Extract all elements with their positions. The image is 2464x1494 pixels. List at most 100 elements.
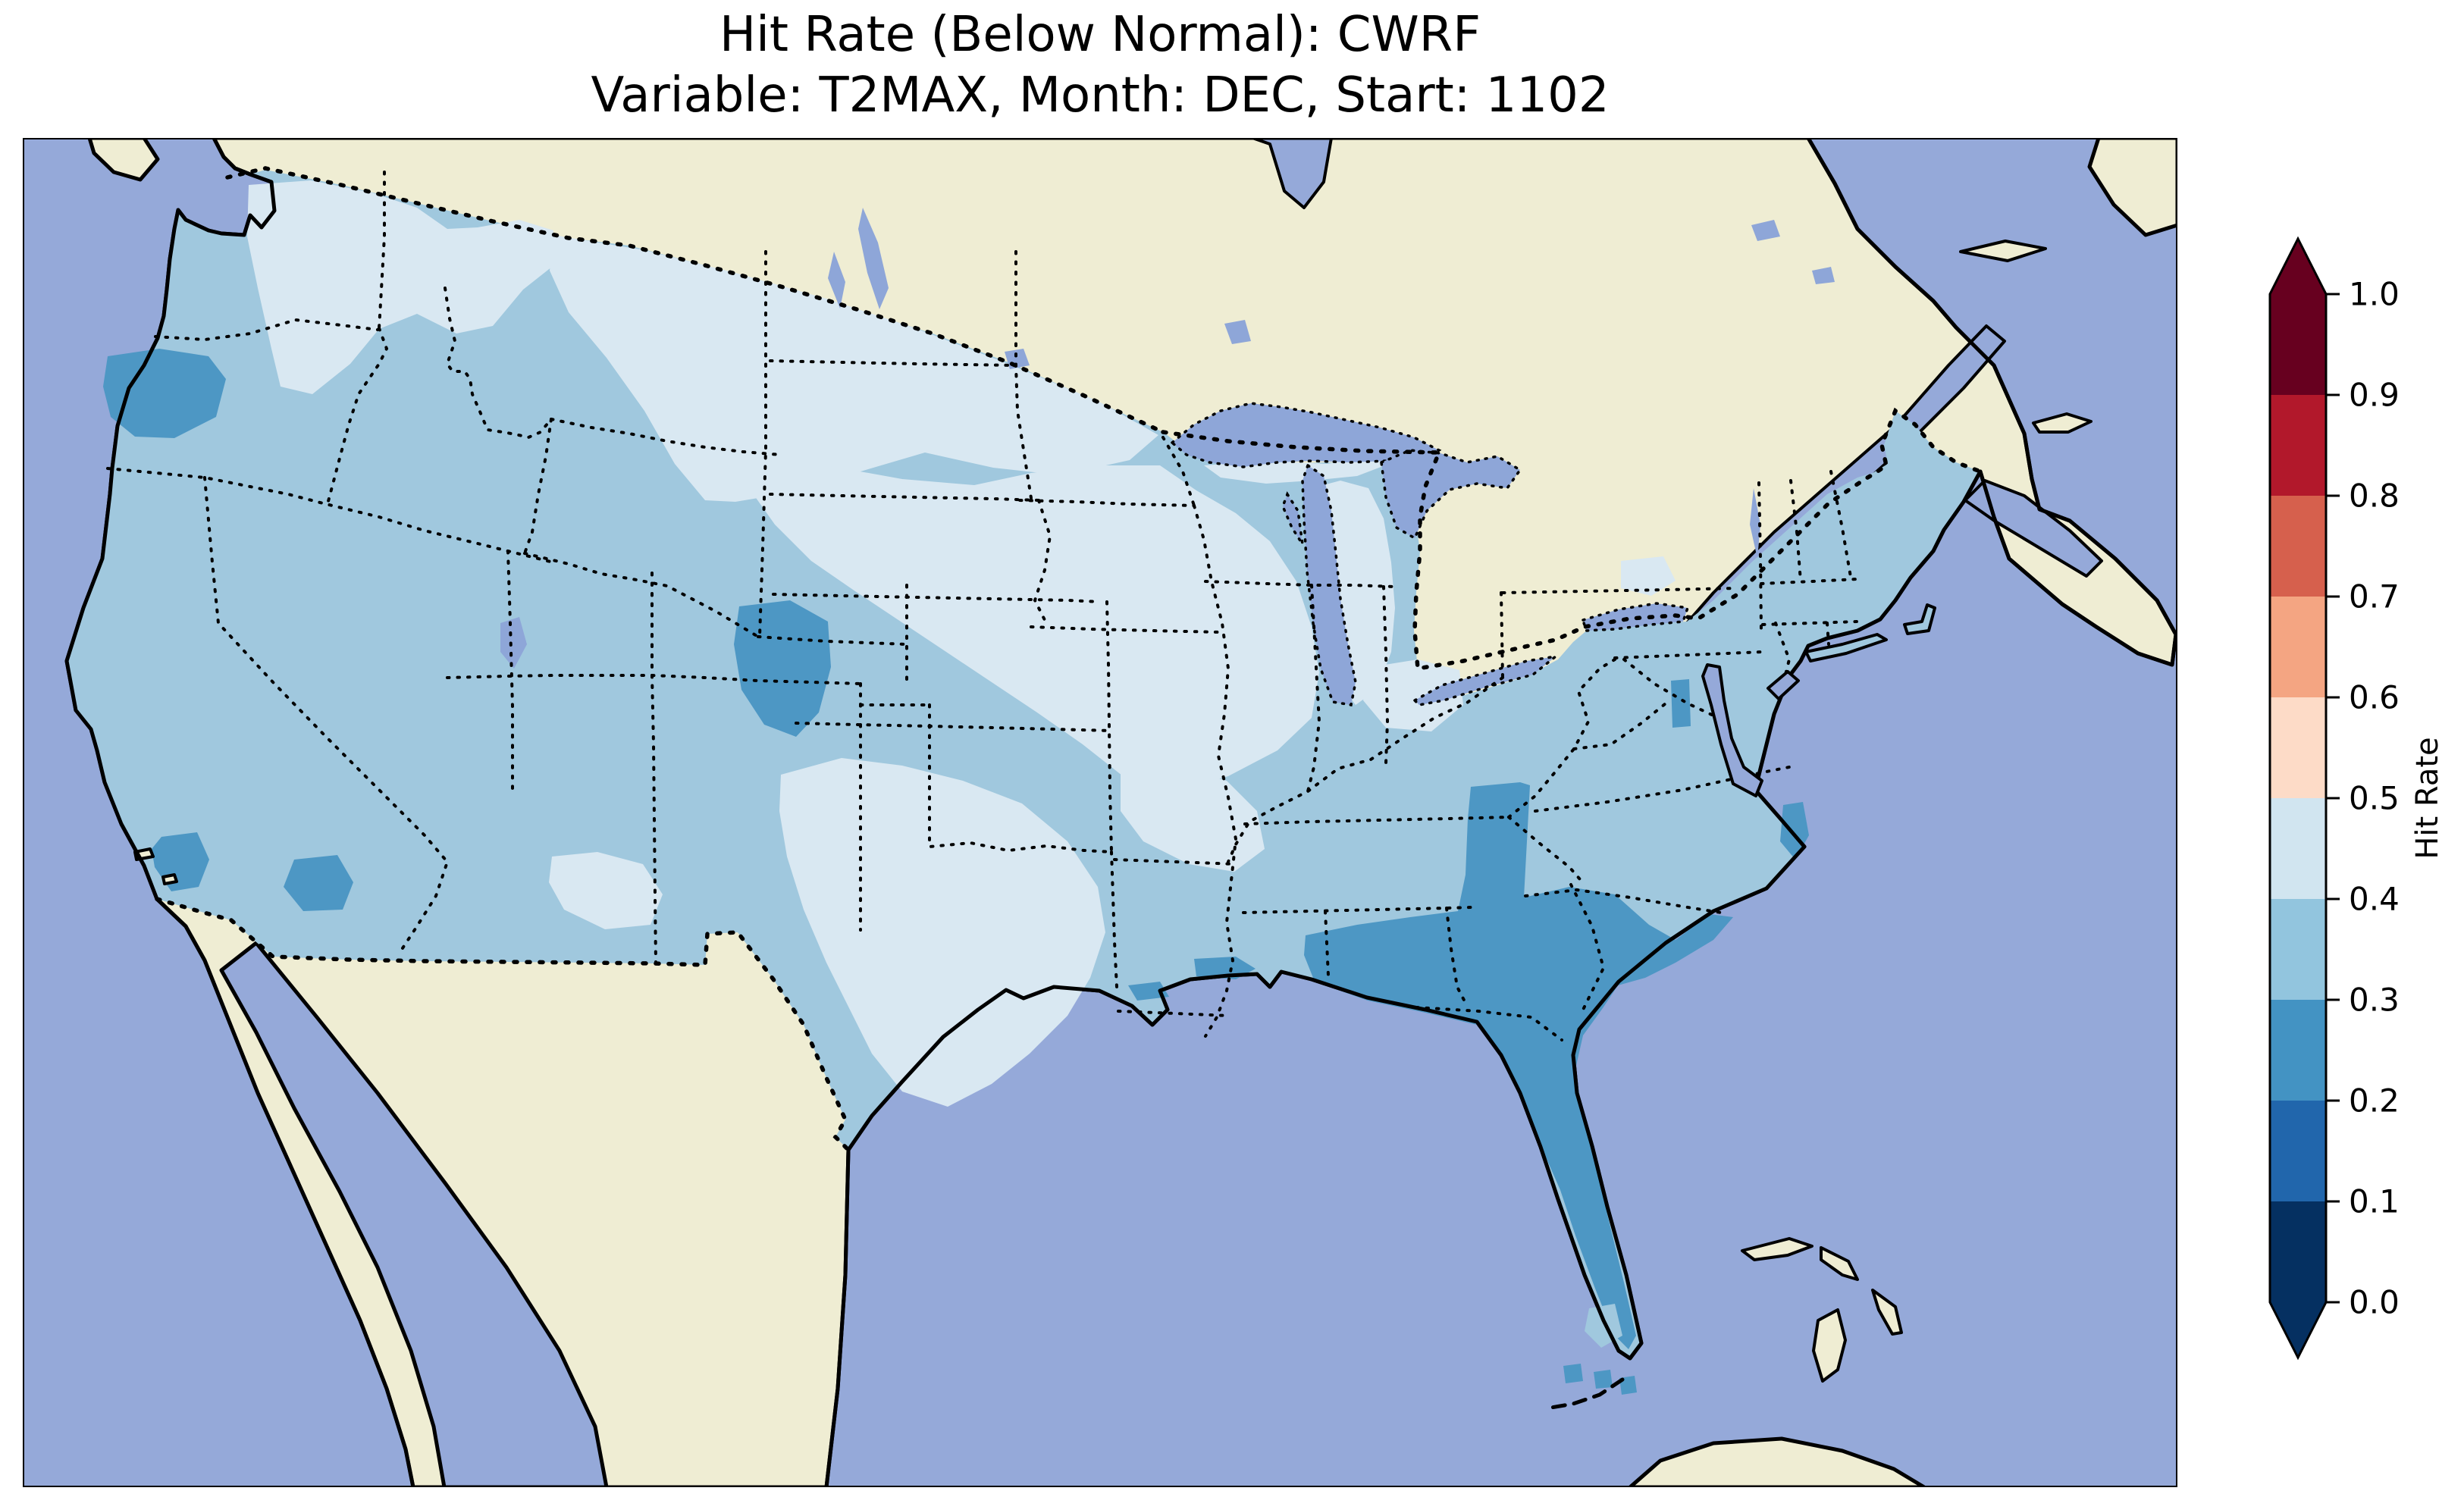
colorbar-tick-label-0.6: 0.6 [2349, 679, 2400, 716]
border-ga-sc [1569, 883, 1606, 1011]
border-mn-ia [1018, 499, 1196, 507]
quebec-lake-2 [1812, 267, 1835, 284]
colorbar-bin-0.8-0.9 [2270, 395, 2326, 496]
border-wv-va [1572, 699, 1671, 750]
colorbar-panel: 1.0 0.9 0.8 0.7 0.6 0.5 0.4 0.3 0.2 0.1 0.0 Hit Rat… [2237, 189, 2464, 1433]
dark-cell-virginia [1671, 679, 1691, 728]
lake-manitoba [828, 252, 845, 309]
vancouver-island [87, 138, 160, 182]
border-nd-sd [769, 359, 1017, 367]
green-bay [1281, 491, 1304, 545]
colorbar-bin-0.4-0.5 [2270, 798, 2326, 899]
border-ks-mo [1105, 600, 1113, 853]
newfoundland-corner [2087, 138, 2177, 237]
border-ca-nv-az [203, 476, 450, 957]
colorbar-bin-0.9-1.0 [2270, 294, 2326, 395]
dark-region-southeast [1304, 782, 1733, 1349]
border-us-canada-west [225, 166, 1165, 434]
title-line-1: Hit Rate (Below Normal): CWRF [719, 7, 1481, 63]
colorbar-tick-label-0.7: 0.7 [2349, 578, 2400, 615]
border-mo-ar [1113, 858, 1237, 866]
border-co-north-ext [757, 635, 908, 646]
pale-region-northern-plains [550, 235, 1158, 502]
border-wi-il-mi [1204, 580, 1397, 588]
prince-edward-island [2032, 412, 2093, 434]
border-mn-wi [1161, 436, 1196, 507]
chesapeake-bay [1701, 663, 1763, 797]
long-island [1804, 633, 1888, 662]
title-line-2: Variable: T2MAX, Month: DEC, Start: 1102 [591, 67, 1610, 124]
colorbar-tick-label-0.2: 0.2 [2349, 1082, 2400, 1120]
colorbar-tick-label-0.0: 0.0 [2349, 1284, 2400, 1321]
pale-region-texas-oklahoma [779, 758, 1105, 1107]
lake-huron [1380, 449, 1522, 540]
bahamas-andros [1812, 1308, 1847, 1383]
border-az-nm [650, 674, 657, 965]
border-us-canada-lakes [1161, 407, 1983, 672]
colorbar-arrow-over [2270, 239, 2326, 294]
border-nc-sc [1524, 888, 1723, 914]
anticosti-island [1959, 240, 2047, 262]
pale-region-upper-midwest [749, 460, 1319, 791]
colorbar-tick-label-0.9: 0.9 [2349, 377, 2400, 414]
border-ky-tn [1243, 816, 1510, 825]
border-ny-new-england [1757, 481, 1763, 632]
colorbar-tick-label-1.0: 1.0 [2349, 276, 2400, 313]
border-in-oh [1382, 585, 1390, 765]
coastline-overlay [64, 138, 2177, 1487]
dark-cell-south-florida-2 [1594, 1370, 1613, 1389]
colorbar-bin-0.5-0.6 [2270, 697, 2326, 798]
dark-region-sw-oregon [103, 349, 226, 438]
channel-island-2 [161, 873, 178, 885]
pale-region-sw-new-mexico [549, 852, 663, 929]
border-nh-me [1829, 470, 1853, 583]
colorbar-tick-label-0.4: 0.4 [2349, 881, 2400, 918]
border-ks-ok [795, 722, 1113, 732]
colorbar-canvas: 1.0 0.9 0.8 0.7 0.6 0.5 0.4 0.3 0.2 0.1 0.0 Hit Rat… [2268, 236, 2445, 1361]
lake-winnipeg [858, 208, 889, 309]
bahamas-eleuthera [1871, 1289, 1903, 1336]
border-ia-mo [1030, 625, 1222, 634]
border-ne-ia-missouri-river [1033, 499, 1052, 625]
bahamas-grand-bahama [1741, 1237, 1814, 1261]
colorbar-bin-0.2-0.3 [2270, 1000, 2326, 1101]
lake-nipigon [1224, 320, 1251, 344]
border-wa-or [154, 318, 379, 342]
colorbar-tick-label-0.3: 0.3 [2349, 982, 2400, 1019]
border-al-ga [1445, 907, 1469, 1007]
pale-region-pacific-northwest [247, 180, 553, 394]
us-data-base [67, 170, 1980, 1358]
border-oh-pa [1500, 591, 1504, 679]
border-wa-id [378, 171, 386, 330]
delaware-bay [1766, 670, 1800, 700]
border-id-wy [523, 418, 553, 555]
border-42n [106, 467, 555, 564]
border-va-nc [1534, 766, 1791, 813]
dark-cell-south-florida-1 [1563, 1364, 1583, 1383]
border-sd-ne [769, 493, 1040, 502]
colorbar-bin-0.0-0.1 [2270, 1201, 2326, 1302]
colorbar-axis-label: Hit Rate [2410, 737, 2445, 859]
border-potomac [1622, 658, 1715, 717]
pale-region-pennsylvania [1621, 556, 1676, 596]
colorbar-bin-0.1-0.2 [2270, 1101, 2326, 1201]
border-mt-wy [550, 418, 782, 456]
bahamas-abaco [1820, 1246, 1859, 1281]
border-41n [523, 552, 760, 638]
dark-region-colorado-nebraska [734, 600, 831, 737]
border-wy-east [758, 250, 767, 638]
cuba [1628, 1436, 1926, 1487]
lake-champlain [1750, 488, 1760, 559]
colorbar-tick-label-0.8: 0.8 [2349, 478, 2400, 515]
colorbar-bin-0.6-0.7 [2270, 597, 2326, 697]
colorbar-bin-0.3-0.4 [2270, 899, 2326, 1000]
border-ok-tx-red-river [928, 703, 1113, 853]
border-id-mt [444, 287, 553, 440]
james-bay [1251, 138, 1333, 209]
florida-keys [1544, 1377, 1625, 1411]
pale-region-ozarks [1121, 766, 1265, 872]
border-mason-dixon [1613, 650, 1764, 659]
border-nv-ut [506, 550, 514, 795]
border-vt-nh [1789, 479, 1802, 583]
